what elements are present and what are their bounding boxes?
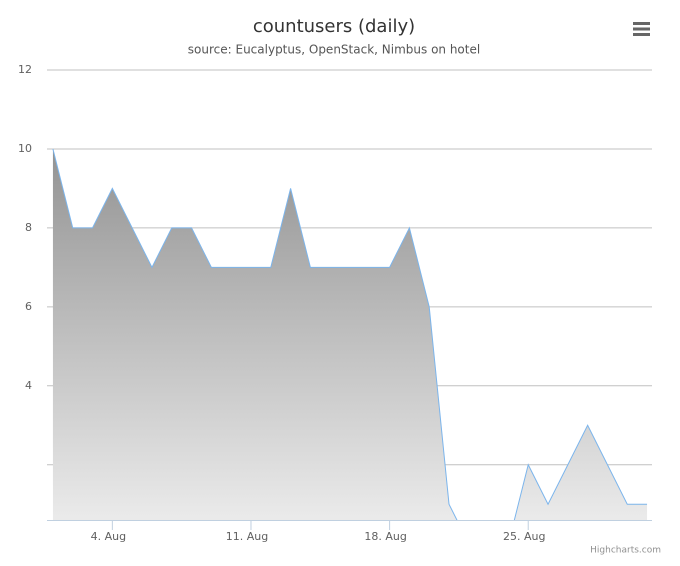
credits[interactable]: Highcharts.com	[590, 546, 661, 556]
y-tick-label: 6	[25, 300, 32, 313]
y-tick-label: 10	[18, 142, 32, 155]
x-tick-label: 25. Aug	[503, 530, 545, 543]
y-tick-label: 12	[18, 63, 32, 76]
area-fill	[52, 148, 648, 520]
x-tick-label: 18. Aug	[364, 530, 406, 543]
plot-area	[52, 148, 648, 520]
chart-subtitle: source: Eucalyptus, OpenStack, Nimbus on…	[188, 43, 480, 57]
x-tick-label: 4. Aug	[91, 530, 126, 543]
chart-title: countusers (daily)	[253, 16, 415, 37]
y-tick-label: 8	[25, 221, 32, 234]
area-line	[52, 148, 648, 520]
x-tick-label: 11. Aug	[226, 530, 268, 543]
y-tick-label: 4	[25, 379, 32, 392]
menu-icon[interactable]	[633, 22, 650, 36]
menu-button[interactable]	[628, 16, 654, 42]
